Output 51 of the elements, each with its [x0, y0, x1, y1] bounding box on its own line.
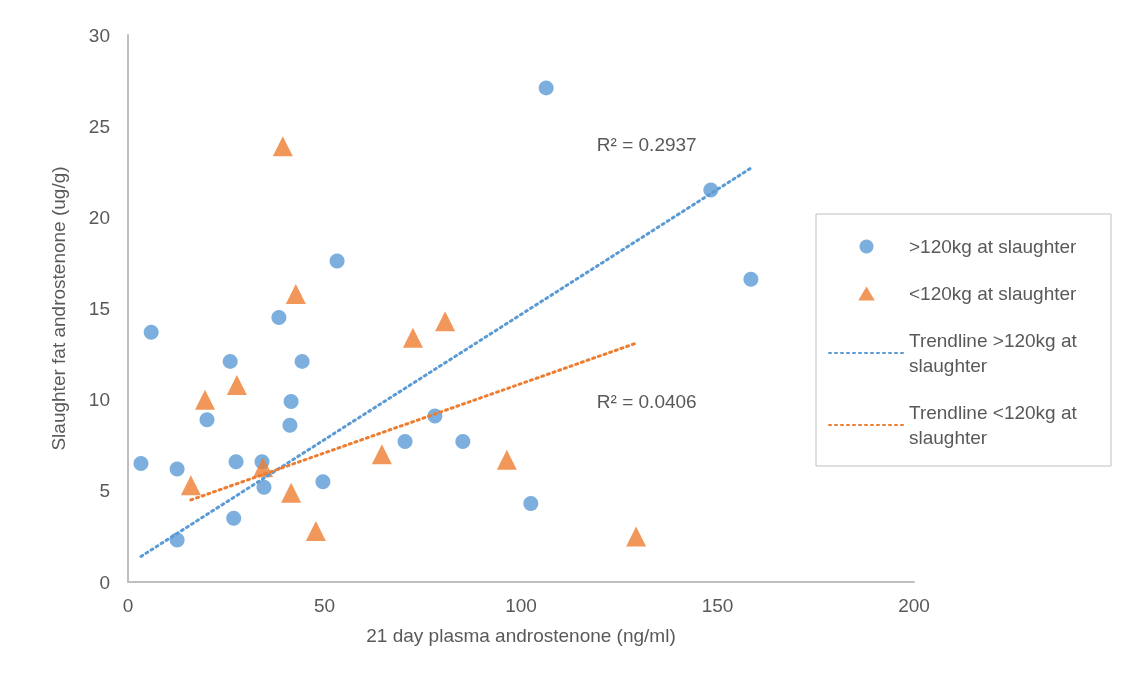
point: [281, 482, 302, 503]
point: [496, 449, 517, 470]
x-tick-label: 50: [313, 595, 336, 616]
y-axis-title: Slaughter fat androstenone (ug/g): [48, 166, 69, 451]
x-tick-label: 100: [505, 595, 537, 616]
point: [743, 271, 759, 287]
point: [222, 353, 238, 369]
point: [305, 520, 326, 541]
point: [626, 526, 647, 547]
legend-label: Trendline >120kg at slaughter: [909, 330, 1083, 376]
x-axis-title: 21 day plasma androstenone (ng/ml): [366, 625, 676, 646]
point: [523, 496, 539, 512]
annotation: R² = 0.2937: [596, 133, 697, 155]
y-tick-label: 30: [88, 24, 110, 46]
point: [226, 375, 247, 396]
point: [271, 310, 287, 326]
point: [169, 461, 185, 477]
point: [538, 80, 554, 96]
point: [402, 327, 423, 348]
point: [282, 417, 298, 433]
point: [272, 136, 293, 157]
point: [195, 389, 216, 410]
point: [371, 444, 392, 465]
x-tick-label: 150: [701, 595, 734, 616]
point: [435, 311, 456, 332]
x-tick-label: 200: [898, 595, 930, 616]
point: [199, 412, 215, 428]
y-tick-label: 15: [88, 298, 110, 319]
point: [285, 283, 306, 304]
x-tick-label: 0: [122, 595, 134, 616]
point: [455, 434, 471, 450]
y-tick-label: 10: [88, 389, 110, 411]
annotation: R² = 0.0406: [596, 390, 697, 412]
point: [315, 474, 331, 490]
legend-label: Trendline <120kg at slaughter: [909, 402, 1083, 448]
point: [397, 434, 413, 450]
point: [226, 510, 242, 526]
y-tick-label: 20: [88, 206, 110, 228]
point: [228, 454, 244, 470]
point: [329, 253, 345, 269]
point: [256, 479, 272, 495]
legend-label: >120kg at slaughter: [909, 236, 1078, 257]
point: [143, 324, 159, 340]
point: [180, 475, 201, 496]
point: [294, 353, 310, 369]
y-tick-label: 25: [88, 115, 110, 137]
y-tick-label: 0: [99, 571, 110, 593]
point: [133, 455, 149, 471]
point: [283, 393, 299, 409]
y-tick-label: 5: [99, 480, 110, 502]
legend-label: <120kg at slaughter: [909, 283, 1078, 304]
